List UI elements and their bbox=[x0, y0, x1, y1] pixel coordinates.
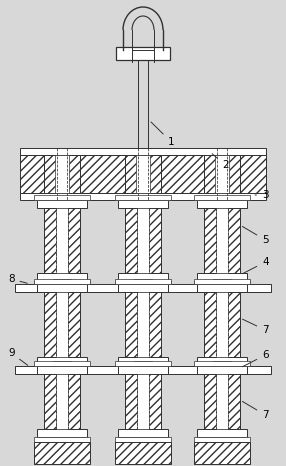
Bar bbox=[34, 279, 90, 284]
Bar bbox=[44, 208, 80, 273]
Bar bbox=[213, 361, 231, 366]
Bar bbox=[137, 292, 149, 357]
Bar bbox=[44, 374, 80, 429]
Text: 9: 9 bbox=[8, 348, 28, 365]
Text: 8: 8 bbox=[8, 274, 27, 284]
Bar bbox=[118, 273, 168, 281]
Bar bbox=[204, 292, 240, 357]
Bar bbox=[136, 155, 150, 193]
Bar bbox=[15, 284, 271, 292]
Bar bbox=[135, 200, 151, 206]
Bar bbox=[53, 292, 71, 297]
Text: 7: 7 bbox=[243, 319, 269, 335]
Bar bbox=[213, 279, 231, 284]
Bar bbox=[15, 366, 271, 374]
Text: 5: 5 bbox=[243, 226, 269, 245]
Bar bbox=[197, 429, 247, 437]
Bar bbox=[34, 195, 90, 200]
Bar bbox=[216, 208, 228, 273]
Bar bbox=[118, 357, 168, 365]
Bar bbox=[194, 365, 250, 370]
Bar bbox=[134, 292, 152, 297]
Bar bbox=[197, 273, 247, 281]
Text: 7: 7 bbox=[243, 401, 269, 420]
Bar bbox=[80, 155, 125, 193]
Bar bbox=[197, 284, 247, 292]
Bar bbox=[34, 437, 90, 442]
Bar bbox=[125, 155, 161, 193]
Bar bbox=[204, 155, 240, 193]
Bar bbox=[194, 195, 250, 200]
Bar bbox=[137, 374, 149, 429]
Bar bbox=[197, 366, 247, 374]
Bar bbox=[194, 361, 250, 366]
Text: 3: 3 bbox=[255, 190, 269, 200]
Bar bbox=[135, 200, 151, 210]
Bar bbox=[115, 365, 171, 370]
Bar bbox=[54, 200, 70, 206]
Bar bbox=[20, 193, 266, 200]
Bar bbox=[215, 155, 229, 193]
Bar bbox=[56, 208, 68, 273]
Bar bbox=[53, 361, 71, 366]
Bar bbox=[194, 437, 250, 442]
Text: 1: 1 bbox=[151, 122, 175, 147]
Bar bbox=[118, 366, 168, 374]
Bar bbox=[37, 284, 87, 292]
Bar bbox=[53, 374, 71, 379]
Bar bbox=[118, 200, 168, 208]
Bar bbox=[118, 284, 168, 292]
Bar bbox=[204, 208, 240, 273]
Bar bbox=[161, 155, 204, 193]
Bar bbox=[125, 292, 161, 357]
Bar bbox=[115, 442, 171, 464]
Bar bbox=[34, 365, 90, 370]
Bar bbox=[56, 374, 68, 429]
Bar bbox=[204, 374, 240, 429]
Bar bbox=[37, 429, 87, 437]
Bar bbox=[125, 208, 161, 273]
Bar bbox=[37, 357, 87, 365]
Bar bbox=[197, 357, 247, 365]
Bar bbox=[37, 200, 87, 208]
Bar bbox=[194, 279, 250, 284]
Bar bbox=[216, 292, 228, 357]
Text: 4: 4 bbox=[243, 257, 269, 274]
Bar bbox=[115, 281, 171, 286]
Bar bbox=[240, 155, 266, 193]
Bar bbox=[134, 374, 152, 379]
Bar bbox=[20, 155, 44, 193]
Bar bbox=[34, 281, 90, 286]
Bar bbox=[134, 279, 152, 284]
Bar bbox=[56, 292, 68, 357]
Bar bbox=[37, 273, 87, 281]
Bar bbox=[216, 374, 228, 429]
Bar bbox=[115, 437, 171, 442]
Bar bbox=[34, 361, 90, 366]
Bar bbox=[194, 442, 250, 464]
Bar bbox=[115, 279, 171, 284]
Bar bbox=[197, 200, 247, 208]
Bar bbox=[37, 366, 87, 374]
Bar bbox=[194, 281, 250, 286]
Bar bbox=[125, 374, 161, 429]
Bar bbox=[213, 292, 231, 297]
Bar bbox=[20, 148, 266, 155]
Bar bbox=[55, 155, 69, 193]
Bar bbox=[214, 200, 230, 206]
Bar bbox=[34, 442, 90, 464]
Bar bbox=[116, 47, 170, 60]
Text: 6: 6 bbox=[243, 350, 269, 367]
Bar bbox=[137, 208, 149, 273]
Bar bbox=[115, 195, 171, 200]
Bar bbox=[118, 429, 168, 437]
Text: 2: 2 bbox=[212, 154, 229, 170]
Bar bbox=[44, 155, 80, 193]
Bar bbox=[115, 361, 171, 366]
Bar bbox=[213, 374, 231, 379]
Bar bbox=[134, 361, 152, 366]
Bar bbox=[53, 279, 71, 284]
Bar bbox=[44, 292, 80, 357]
